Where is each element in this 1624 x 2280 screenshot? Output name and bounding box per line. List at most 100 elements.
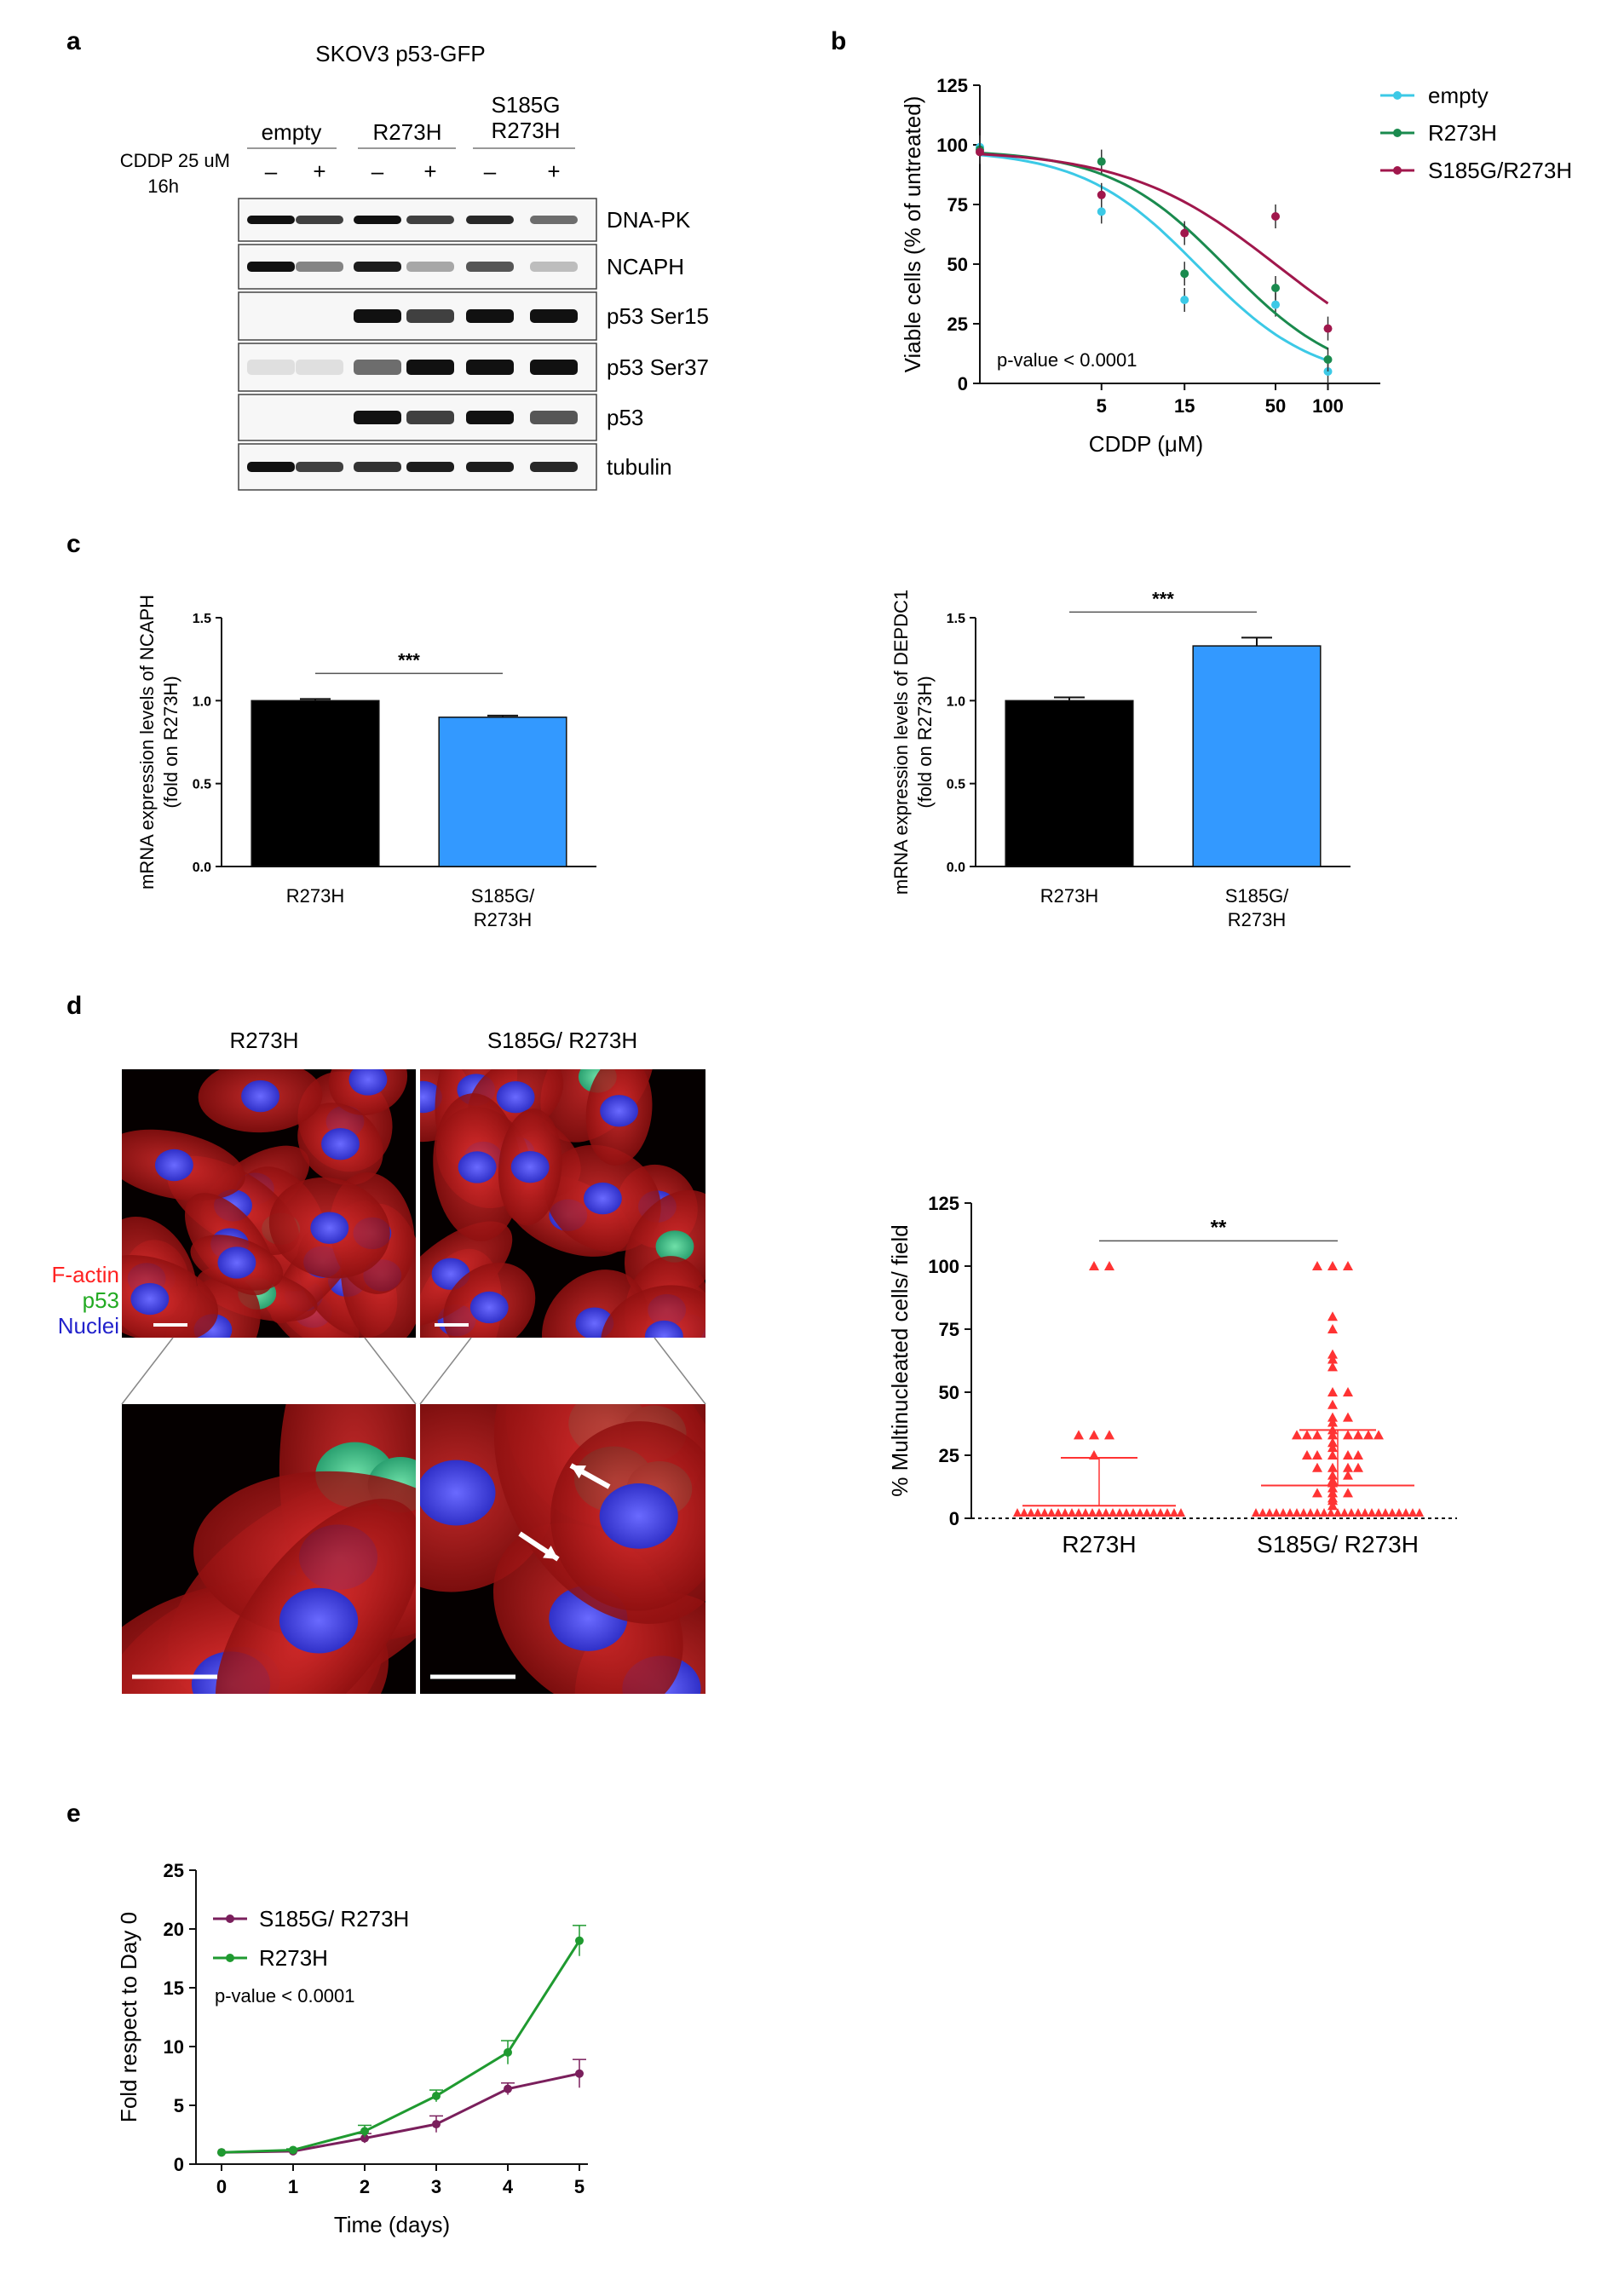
data-point — [1353, 1450, 1363, 1460]
blot-band — [466, 309, 514, 323]
blot-band — [466, 360, 514, 375]
scatter-group: R273H — [1013, 1261, 1185, 1557]
y-tick-label: 0.5 — [947, 778, 965, 792]
group-label-r273h: R273H — [373, 119, 442, 145]
data-point — [1180, 269, 1189, 279]
legend-label: S185G/R273H — [1428, 158, 1572, 183]
lane-sign: – — [371, 158, 384, 184]
data-point — [1177, 1508, 1185, 1517]
blot-band — [354, 262, 401, 272]
category-label: R273H — [474, 909, 532, 930]
y-tick-label: 20 — [164, 1919, 184, 1940]
panel-a: a SKOV3 p53-GFP empty R273H S185G R273H … — [66, 27, 709, 491]
data-point — [1327, 1399, 1338, 1409]
chart-e-growth: 0 5 10 15 20 25 0 1 2 3 4 5 Time (days) Fold respect … — [116, 1860, 588, 2237]
y-tick-label: 125 — [928, 1193, 959, 1214]
y-tick-label: 0 — [958, 373, 968, 394]
nucleus — [420, 1460, 496, 1526]
data-point — [1327, 1387, 1338, 1396]
data-point — [1271, 284, 1281, 292]
y-axis-label: Viable cells (% of untreated) — [900, 96, 925, 373]
zoom-connector — [419, 1337, 472, 1405]
group-label-s185g-line2: R273H — [492, 118, 561, 143]
data-point — [1347, 1508, 1356, 1517]
data-point — [1327, 1349, 1338, 1359]
blot-row: p53 Ser37 — [238, 343, 709, 392]
chart-c-depdc1: 0.0 0.5 1.0 1.5 mRNA expression levels of DE… — [890, 588, 1350, 930]
data-point — [1312, 1261, 1322, 1270]
blot-band — [406, 216, 454, 224]
data-point — [1312, 1462, 1322, 1472]
series-s185g-r273h: S185G/R273H — [976, 140, 1572, 341]
data-point — [1374, 1508, 1383, 1517]
data-point — [1054, 1508, 1063, 1517]
fit-curve — [979, 153, 1329, 305]
y-tick-label: 0 — [174, 2154, 184, 2175]
significance-marker: ** — [1211, 1216, 1227, 1239]
data-point — [1109, 1508, 1117, 1517]
image-title-r273h: R273H — [230, 1028, 299, 1053]
data-point — [1327, 1412, 1338, 1422]
data-point — [575, 1936, 584, 1945]
y-axis-label: % Multinucleated cells/ field — [887, 1224, 913, 1496]
y-tick-label: 1.5 — [193, 612, 211, 626]
p53-nucleus — [655, 1230, 694, 1263]
stain-label-factin: F-actin — [52, 1262, 119, 1287]
series-line — [221, 1939, 581, 2154]
data-point — [1149, 1508, 1158, 1517]
data-point — [1327, 1261, 1338, 1270]
micrographs — [121, 1069, 706, 1694]
nucleus — [644, 1320, 683, 1338]
nucleus — [348, 1069, 388, 1096]
y-tick-label: 25 — [939, 1445, 959, 1466]
blot-band — [466, 462, 514, 472]
data-point — [1013, 1508, 1022, 1517]
data-point — [1180, 228, 1189, 238]
y-axis-label-sub: (fold on R273H) — [914, 676, 936, 808]
data-point — [1074, 1430, 1084, 1440]
bar — [438, 717, 567, 867]
lane-sign: + — [313, 158, 325, 184]
data-point — [1333, 1508, 1342, 1517]
panel-a-letter: a — [66, 27, 81, 55]
data-point — [1353, 1430, 1363, 1440]
nucleus — [583, 1182, 622, 1215]
data-point — [1388, 1508, 1397, 1517]
y-axis-label-sub: (fold on R273H) — [160, 676, 181, 808]
y-tick-label: 1.0 — [947, 694, 965, 709]
scatter-group: S185G/ R273H — [1252, 1261, 1424, 1557]
blot-band — [530, 462, 578, 472]
significance-marker: *** — [1152, 588, 1174, 609]
blot-band — [247, 360, 295, 375]
blot-band — [530, 411, 578, 424]
data-point — [289, 2145, 297, 2155]
panel-d-letter: d — [66, 992, 82, 1020]
nucleus — [154, 1149, 193, 1182]
x-tick-label: 2 — [360, 2176, 370, 2197]
bar — [251, 700, 380, 867]
data-point — [1327, 1483, 1338, 1493]
data-point — [1381, 1508, 1390, 1517]
zoom-connector — [121, 1337, 174, 1405]
y-tick-label: 10 — [164, 2036, 184, 2058]
blot-band — [247, 262, 295, 272]
data-point — [1020, 1508, 1028, 1517]
y-tick-label: 0.5 — [193, 778, 211, 792]
data-point — [1040, 1508, 1049, 1517]
nucleus — [241, 1080, 280, 1113]
data-point — [1327, 1362, 1338, 1372]
data-point — [1343, 1462, 1353, 1472]
data-point — [1097, 207, 1106, 216]
fit-curve — [979, 152, 1329, 350]
category-label: S185G/ — [471, 885, 535, 907]
data-point — [1170, 1508, 1178, 1517]
zoom-connector — [364, 1337, 417, 1405]
data-point — [1252, 1508, 1260, 1517]
data-point — [575, 2069, 584, 2078]
data-point — [1415, 1508, 1424, 1517]
blot-band — [530, 216, 578, 224]
data-point — [1343, 1261, 1353, 1270]
data-point — [1265, 1508, 1274, 1517]
blot-label: p53 Ser37 — [607, 354, 709, 380]
data-point — [1095, 1508, 1103, 1517]
